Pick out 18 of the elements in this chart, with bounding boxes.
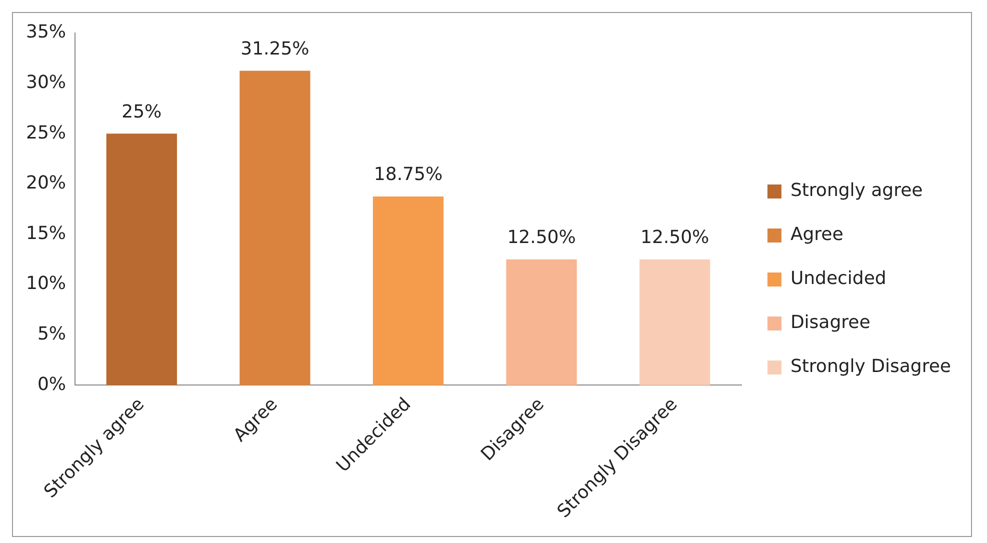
y-tick-label: 20% xyxy=(26,172,66,194)
data-label: 25% xyxy=(122,101,162,122)
y-tick-label: 25% xyxy=(26,122,66,144)
legend-label: Agree xyxy=(790,224,844,246)
data-label: 12.50% xyxy=(640,227,710,248)
legend-label: Undecided xyxy=(790,268,886,290)
y-tick-label: 10% xyxy=(26,273,66,294)
data-label: 12.50% xyxy=(507,227,576,248)
legend-label: Strongly Disagree xyxy=(790,356,952,378)
y-tick-label: 15% xyxy=(26,222,66,244)
data-label: 31.25% xyxy=(240,38,310,60)
y-tick-label: 0% xyxy=(37,374,66,395)
legend-label: Disagree xyxy=(790,312,870,334)
y-tick-label: 5% xyxy=(37,324,66,345)
y-tick-label: 35% xyxy=(26,22,66,43)
y-tick-label: 30% xyxy=(26,72,66,93)
legend-label: Strongly agree xyxy=(790,180,923,202)
data-label: 18.75% xyxy=(374,164,443,186)
